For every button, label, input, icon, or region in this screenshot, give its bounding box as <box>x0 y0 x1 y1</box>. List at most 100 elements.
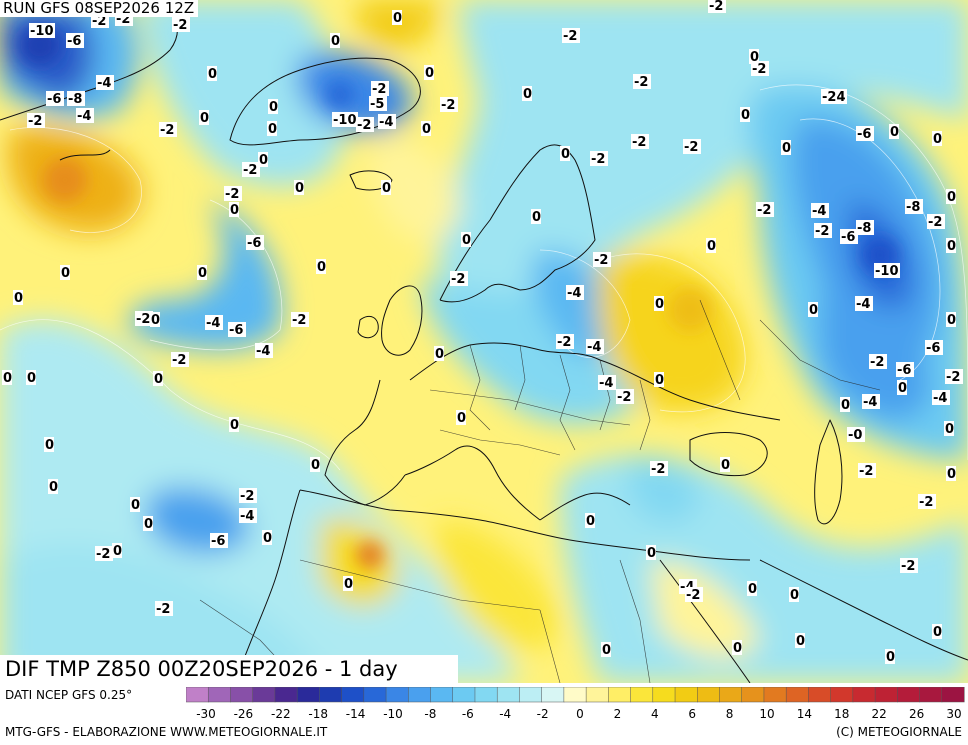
map-value-label: 0 <box>654 296 664 312</box>
map-value-label: -2 <box>631 134 649 150</box>
map-value-label: -6 <box>46 91 64 107</box>
map-value-label-bg <box>683 139 701 154</box>
map-value-label-bg <box>456 410 466 425</box>
map-value-label-text: -2 <box>686 588 700 603</box>
map-value-label: -2 <box>242 162 260 178</box>
map-value-label: 0 <box>646 545 656 561</box>
map-value-label-text: 0 <box>317 260 326 275</box>
map-value-label-bg <box>262 530 272 545</box>
map-value-label-text: 0 <box>586 514 595 529</box>
map-value-label-text: 0 <box>263 531 272 546</box>
colorbar-swatch <box>741 687 765 703</box>
map-value-label: 0 <box>946 189 956 205</box>
map-value-label-text: 0 <box>841 398 850 413</box>
map-value-label-bg <box>330 33 340 48</box>
map-value-label-text: -8 <box>68 92 82 107</box>
map-value-label-text: 0 <box>3 371 12 386</box>
colorbar-swatch <box>874 687 898 703</box>
colorbar-tick-label: 8 <box>726 707 734 721</box>
map-value-label-bg <box>862 394 880 409</box>
map-value-label: 0 <box>268 99 278 115</box>
map-value-label-text: 0 <box>331 34 340 49</box>
map-value-label: 0 <box>258 152 268 168</box>
map-value-label-text: 0 <box>933 625 942 640</box>
map-value-label-text: 0 <box>782 141 791 156</box>
map-value-label-text: -2 <box>372 82 386 97</box>
map-value-label-bg <box>927 214 945 229</box>
map-value-label-bg <box>316 259 326 274</box>
map-value-label: 0 <box>343 576 353 592</box>
map-value-label-text: 0 <box>311 458 320 473</box>
map-value-label-bg <box>586 339 604 354</box>
map-value-label: -8 <box>67 91 85 107</box>
map-value-label-bg <box>795 633 805 648</box>
map-value-label-bg <box>199 110 209 125</box>
map-value-label-bg <box>740 107 750 122</box>
map-value-label-bg <box>67 91 85 106</box>
map-value-label: 0 <box>48 479 58 495</box>
colorbar-swatch <box>830 687 854 703</box>
map-value-label: 0 <box>740 107 750 123</box>
colorbar-swatch <box>785 687 809 703</box>
map-value-label: -10 <box>874 263 900 279</box>
map-value-label-text: 0 <box>655 297 664 312</box>
map-value-label-text: 0 <box>933 132 942 147</box>
map-value-label-text: 0 <box>947 190 956 205</box>
colorbar-swatch <box>430 687 454 703</box>
map-value-label-bg <box>392 10 402 25</box>
map-value-label-bg <box>650 461 668 476</box>
map-value-label-bg <box>95 546 113 561</box>
map-value-label-text: -2 <box>136 312 150 327</box>
map-value-label: -6 <box>66 33 84 49</box>
map-value-label-bg <box>44 437 54 452</box>
map-value-label-text: 0 <box>707 239 716 254</box>
map-value-label: 0 <box>885 649 895 665</box>
map-value-label-text: 0 <box>898 381 907 396</box>
map-value-label-text: 0 <box>230 203 239 218</box>
colorbar-swatch <box>385 687 409 703</box>
map-value-label: -4 <box>598 375 616 391</box>
map-value-label-bg <box>590 151 608 166</box>
map-value-label-text: 0 <box>435 347 444 362</box>
colorbar-swatch <box>763 687 787 703</box>
map-value-label-bg <box>685 587 703 602</box>
map-value-label-text: -2 <box>919 495 933 510</box>
map-value-label-text: 0 <box>796 634 805 649</box>
map-value-label-text: -4 <box>77 109 91 124</box>
map-value-label-bg <box>944 421 954 436</box>
map-value-label: 0 <box>789 587 799 603</box>
map-value-label-text: 0 <box>49 480 58 495</box>
map-value-label-text: 0 <box>61 266 70 281</box>
map-value-label-bg <box>751 61 769 76</box>
map-value-label-text: -2 <box>225 187 239 202</box>
map-value-label: 0 <box>310 457 320 473</box>
map-value-label: 0 <box>13 290 23 306</box>
map-value-label-text: -6 <box>247 236 261 251</box>
map-value-label: -5 <box>369 96 387 112</box>
credit-left: MTG-GFS - ELABORAZIONE WWW.METEOGIORNALE… <box>5 725 328 739</box>
colorbar-swatch <box>207 687 232 703</box>
map-value-label: 0 <box>601 642 611 658</box>
colorbar-tick-label: 22 <box>872 707 887 721</box>
map-value-label-text: 0 <box>198 266 207 281</box>
map-value-label-bg <box>229 417 239 432</box>
map-value-label-bg <box>747 581 757 596</box>
map-value-label: -6 <box>246 235 264 251</box>
map-value-label-bg <box>356 117 374 132</box>
map-value-label: 0 <box>197 265 207 281</box>
map-value-label-bg <box>889 124 899 139</box>
map-value-label-text: -2 <box>709 0 723 14</box>
map-value-label: 0 <box>392 10 402 26</box>
map-value-label-text: -2 <box>752 62 766 77</box>
map-value-label-text: 0 <box>200 111 209 126</box>
map-value-label-bg <box>381 180 391 195</box>
map-value-label-text: -2 <box>28 114 42 129</box>
map-value-label-bg <box>732 640 742 655</box>
map-value-label: -2 <box>918 494 936 510</box>
map-value-label-text: -2 <box>757 203 771 218</box>
map-value-label-text: -6 <box>211 534 225 549</box>
map-value-label-bg <box>840 229 858 244</box>
map-value-label-text: 0 <box>425 66 434 81</box>
map-value-label-text: -6 <box>67 34 81 49</box>
map-value-label-bg <box>440 97 458 112</box>
